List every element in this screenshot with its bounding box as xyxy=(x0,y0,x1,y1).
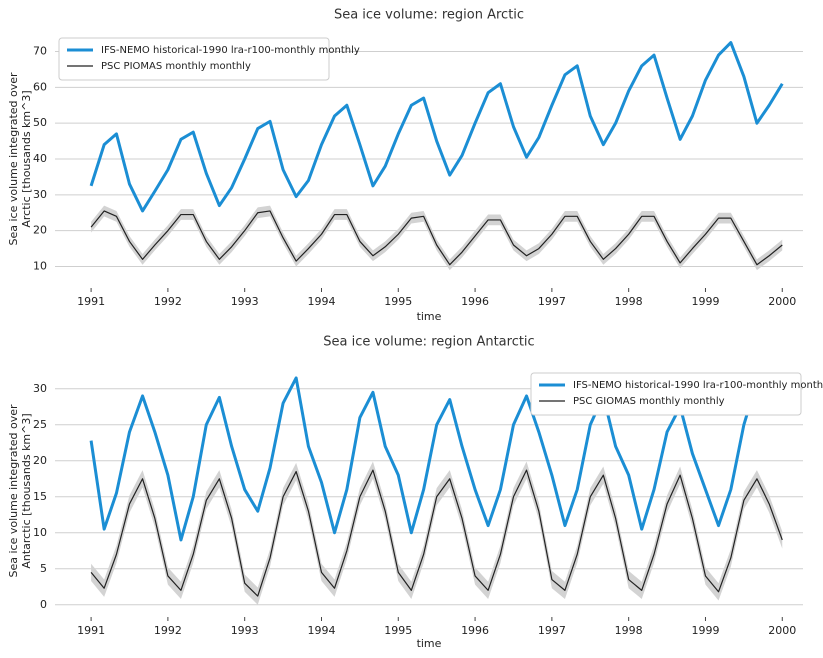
y-tick-label: 10 xyxy=(33,260,47,273)
y-axis-label: Antarctic [thousands km^3] xyxy=(20,413,33,568)
data-line xyxy=(90,210,783,266)
y-tick-label: 30 xyxy=(33,382,47,395)
x-axis-label: time xyxy=(417,637,442,650)
x-tick-label: 1994 xyxy=(307,624,335,637)
x-tick-label: 2000 xyxy=(768,624,796,637)
y-tick-label: 25 xyxy=(33,418,47,431)
y-tick-label: 50 xyxy=(33,116,47,129)
x-tick-label: 1994 xyxy=(307,295,335,308)
y-tick-label: 70 xyxy=(33,45,47,58)
x-tick-label: 1993 xyxy=(231,624,259,637)
y-tick-label: 30 xyxy=(33,188,47,201)
x-tick-label: 1997 xyxy=(538,624,566,637)
x-tick-label: 1995 xyxy=(384,295,412,308)
x-tick-label: 2000 xyxy=(768,295,796,308)
y-tick-label: 5 xyxy=(40,562,47,575)
legend-label: IFS-NEMO historical-1990 lra-r100-monthl… xyxy=(573,380,823,391)
x-tick-label: 1992 xyxy=(154,295,182,308)
x-tick-label: 1997 xyxy=(538,295,566,308)
data-line xyxy=(89,41,784,213)
legend: IFS-NEMO historical-1990 lra-r100-monthl… xyxy=(58,37,360,81)
x-tick-label: 1998 xyxy=(615,624,643,637)
y-tick-label: 40 xyxy=(33,152,47,165)
y-tick-label: 0 xyxy=(40,598,47,611)
y-tick-label: 10 xyxy=(33,526,47,539)
chart-title: Sea ice volume: region Arctic xyxy=(334,8,524,23)
data-line xyxy=(90,469,783,597)
x-tick-label: 1995 xyxy=(384,624,412,637)
data-line xyxy=(89,376,784,542)
y-axis-label: Sea ice volume integrated over xyxy=(7,72,20,246)
y-tick-label: 15 xyxy=(33,490,47,503)
legend: IFS-NEMO historical-1990 lra-r100-monthl… xyxy=(530,372,823,416)
x-tick-label: 1991 xyxy=(77,295,105,308)
legend-box xyxy=(58,37,330,81)
x-tick-label: 1999 xyxy=(691,295,719,308)
x-tick-label: 1998 xyxy=(615,295,643,308)
legend-label: IFS-NEMO historical-1990 lra-r100-monthl… xyxy=(101,45,360,56)
y-tick-label: 20 xyxy=(33,224,47,237)
legend-label: PSC GIOMAS monthly monthly xyxy=(573,396,725,407)
x-tick-label: 1996 xyxy=(461,295,489,308)
x-axis-label: time xyxy=(417,310,442,323)
x-tick-label: 1996 xyxy=(461,624,489,637)
chart-title: Sea ice volume: region Antarctic xyxy=(323,335,534,350)
x-tick-label: 1991 xyxy=(77,624,105,637)
y-axis-label: Sea ice volume integrated over xyxy=(7,404,20,578)
y-tick-label: 20 xyxy=(33,454,47,467)
y-axis-label: Arctic [thousands km^3] xyxy=(20,90,33,227)
x-tick-label: 1992 xyxy=(154,624,182,637)
x-tick-label: 1993 xyxy=(231,295,259,308)
legend-label: PSC PIOMAS monthly monthly xyxy=(101,61,251,72)
x-tick-label: 1999 xyxy=(691,624,719,637)
y-tick-label: 60 xyxy=(33,80,47,93)
legend-box xyxy=(530,372,802,416)
